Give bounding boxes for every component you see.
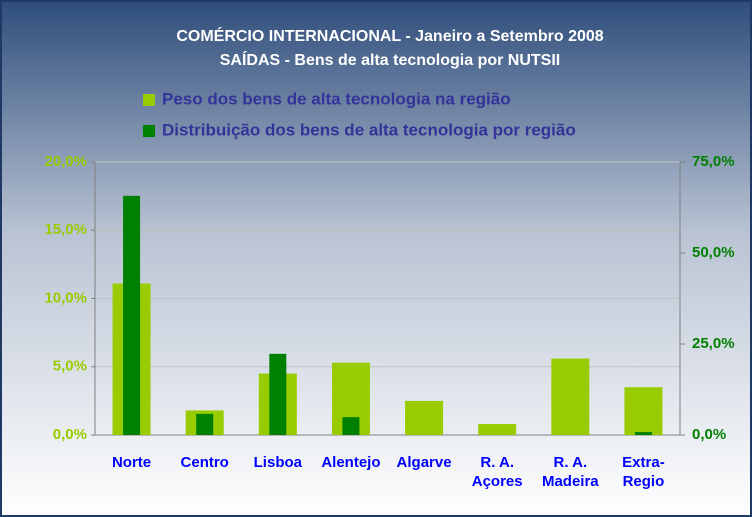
bar	[624, 387, 663, 435]
y2-tick-label: 25,0%	[692, 335, 735, 352]
legend-swatch	[143, 125, 155, 137]
x-tick-label: Extra- Regio	[622, 454, 665, 490]
x-tick-label: Lisboa	[253, 454, 302, 471]
x-tick-label: R. A. Madeira	[541, 454, 599, 490]
bar	[269, 353, 287, 435]
bar	[551, 358, 590, 435]
bar	[123, 195, 141, 435]
y-tick-label: 15,0%	[44, 221, 87, 238]
x-tick-label: Algarve	[396, 454, 452, 471]
bar	[196, 413, 214, 435]
y2-tick-label: 75,0%	[692, 153, 735, 170]
x-tick-label: R. A. Açores	[471, 454, 523, 490]
legend-swatch	[143, 94, 155, 106]
x-tick-label: Alentejo	[321, 454, 381, 471]
chart-title: COMÉRCIO INTERNACIONAL - Janeiro a Setem…	[176, 26, 603, 45]
y2-tick-label: 50,0%	[692, 244, 735, 261]
y-tick-label: 0,0%	[53, 426, 87, 443]
chart-subtitle: SAÍDAS - Bens de alta tecnologia por NUT…	[220, 50, 561, 69]
y-tick-label: 10,0%	[44, 289, 87, 306]
x-tick-label: Centro	[180, 454, 229, 471]
legend-label: Distribuição dos bens de alta tecnologia…	[162, 120, 576, 139]
y-tick-label: 20,0%	[44, 153, 87, 170]
x-tick-label: Norte	[111, 454, 152, 471]
bar	[634, 432, 652, 435]
y2-tick-label: 0,0%	[692, 426, 726, 443]
bar	[405, 400, 444, 435]
bar	[478, 424, 517, 435]
y-tick-label: 5,0%	[53, 358, 87, 375]
bar	[342, 417, 360, 435]
legend-label: Peso dos bens de alta tecnologia na regi…	[162, 89, 511, 108]
